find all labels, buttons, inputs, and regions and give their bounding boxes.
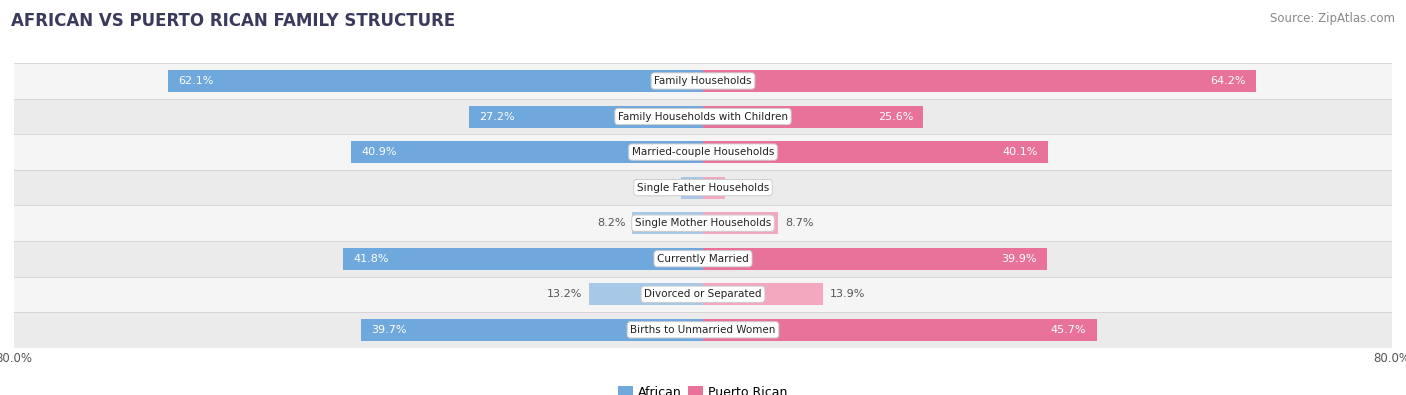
Legend: African, Puerto Rican: African, Puerto Rican [613, 381, 793, 395]
Bar [343, 248, 703, 270]
Text: 39.9%: 39.9% [1001, 254, 1036, 264]
Text: Married-couple Households: Married-couple Households [631, 147, 775, 157]
Bar [14, 170, 1392, 205]
Text: Family Households with Children: Family Households with Children [619, 111, 787, 122]
Bar [14, 312, 1392, 348]
Bar [633, 212, 703, 234]
Bar [589, 283, 703, 305]
Bar [14, 63, 1392, 99]
Bar [703, 212, 778, 234]
Bar [169, 70, 703, 92]
Text: 13.9%: 13.9% [830, 289, 865, 299]
Bar [703, 177, 725, 199]
Text: 45.7%: 45.7% [1050, 325, 1087, 335]
Text: AFRICAN VS PUERTO RICAN FAMILY STRUCTURE: AFRICAN VS PUERTO RICAN FAMILY STRUCTURE [11, 12, 456, 30]
Text: 8.7%: 8.7% [785, 218, 813, 228]
Text: 62.1%: 62.1% [179, 76, 214, 86]
Bar [14, 276, 1392, 312]
Text: Single Father Households: Single Father Households [637, 182, 769, 193]
Text: Single Mother Households: Single Mother Households [636, 218, 770, 228]
Bar [14, 99, 1392, 134]
Text: 40.9%: 40.9% [361, 147, 396, 157]
Bar [350, 141, 703, 163]
Text: Currently Married: Currently Married [657, 254, 749, 264]
Text: 41.8%: 41.8% [353, 254, 389, 264]
Bar [703, 248, 1046, 270]
Text: 64.2%: 64.2% [1211, 76, 1246, 86]
Bar [703, 105, 924, 128]
Bar [703, 70, 1256, 92]
Text: 8.2%: 8.2% [598, 218, 626, 228]
Text: 39.7%: 39.7% [371, 325, 406, 335]
Bar [703, 141, 1049, 163]
Bar [14, 241, 1392, 276]
Text: 13.2%: 13.2% [547, 289, 582, 299]
Text: 25.6%: 25.6% [877, 111, 912, 122]
Text: 27.2%: 27.2% [479, 111, 515, 122]
Text: 2.5%: 2.5% [647, 182, 675, 193]
Text: 2.6%: 2.6% [733, 182, 761, 193]
Bar [468, 105, 703, 128]
Bar [703, 319, 1097, 341]
Bar [14, 205, 1392, 241]
Text: Family Households: Family Households [654, 76, 752, 86]
Bar [703, 283, 823, 305]
Bar [361, 319, 703, 341]
Text: 40.1%: 40.1% [1002, 147, 1038, 157]
Text: Source: ZipAtlas.com: Source: ZipAtlas.com [1270, 12, 1395, 25]
Bar [682, 177, 703, 199]
Bar [14, 134, 1392, 170]
Text: Births to Unmarried Women: Births to Unmarried Women [630, 325, 776, 335]
Text: Divorced or Separated: Divorced or Separated [644, 289, 762, 299]
